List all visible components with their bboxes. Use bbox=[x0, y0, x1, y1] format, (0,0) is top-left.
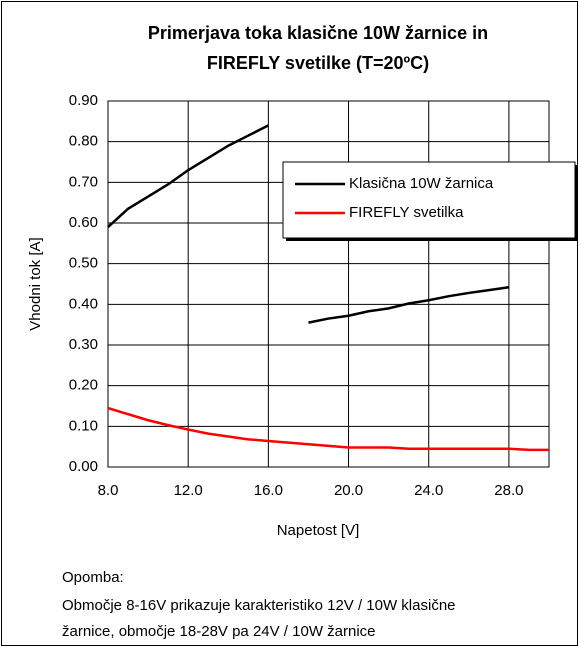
y-tick-label: 0.40 bbox=[69, 295, 98, 312]
note: Opomba: bbox=[62, 569, 124, 586]
chart-title: Primerjava toka klasične 10W žarnice in bbox=[148, 23, 488, 43]
x-axis-label: Napetost [V] bbox=[277, 522, 360, 539]
y-tick-label: 0.10 bbox=[69, 417, 98, 434]
y-tick-label: 0.90 bbox=[69, 92, 98, 109]
legend-label: Klasična 10W žarnica bbox=[349, 175, 494, 192]
y-tick-label: 0.70 bbox=[69, 173, 98, 190]
x-tick-label: 8.0 bbox=[98, 482, 119, 499]
plot-border bbox=[107, 100, 550, 468]
x-tick-label: 28.0 bbox=[494, 482, 523, 499]
legend bbox=[282, 161, 576, 239]
y-tick-label: 0.00 bbox=[69, 458, 98, 475]
line bbox=[107, 124, 510, 324]
note: Območje 8-16V prikazuje karakteristiko 1… bbox=[62, 597, 456, 614]
y-axis-label: Vhodni tok [A] bbox=[27, 237, 44, 330]
y-tick-label: 0.30 bbox=[69, 336, 98, 353]
y-tick-label: 0.20 bbox=[69, 377, 98, 394]
y-tick-label: 0.80 bbox=[69, 133, 98, 150]
note: žarnice, območje 18-28V pa 24V / 10W žar… bbox=[62, 623, 376, 640]
x-tick-label: 12.0 bbox=[174, 482, 203, 499]
y-tick-label: 0.50 bbox=[69, 255, 98, 272]
y-tick-label: 0.60 bbox=[69, 214, 98, 231]
x-tick-label: 24.0 bbox=[414, 482, 443, 499]
line bbox=[107, 406, 549, 452]
legend-label: FIREFLY svetilka bbox=[349, 204, 464, 221]
chart-title: FIREFLY svetilke (T=20ºC) bbox=[207, 53, 429, 73]
x-tick-label: 20.0 bbox=[334, 482, 363, 499]
x-tick-label: 16.0 bbox=[254, 482, 283, 499]
